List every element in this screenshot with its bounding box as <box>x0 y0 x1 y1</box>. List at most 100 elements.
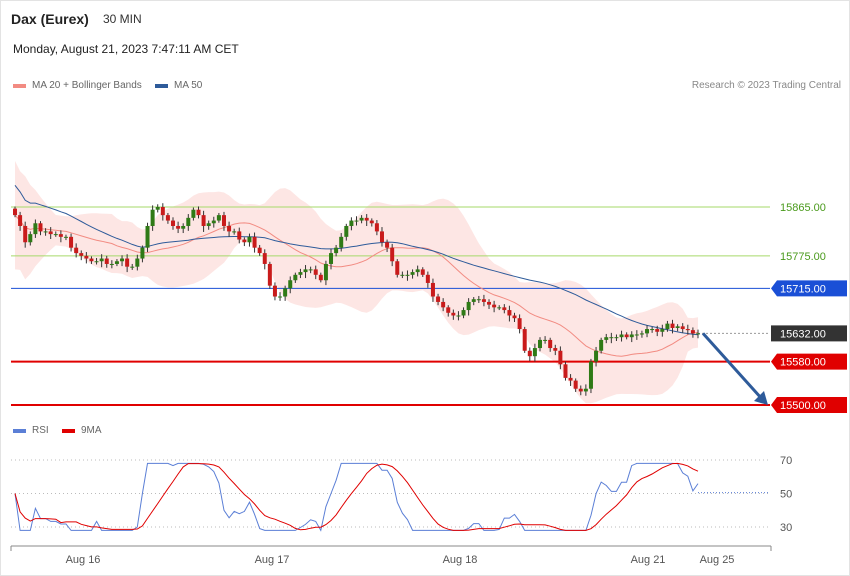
ma9-swatch <box>62 428 75 433</box>
candle-body <box>497 307 502 309</box>
candle-body <box>665 323 670 330</box>
candle-body <box>252 236 257 248</box>
candle-body <box>349 220 354 226</box>
current-price-label: 15632.00 <box>780 328 826 340</box>
candle-body <box>390 247 395 262</box>
candle-body <box>114 261 119 264</box>
moving-averages-layer <box>14 184 699 357</box>
candle-body <box>395 261 400 275</box>
candle-body <box>527 350 532 357</box>
candle-body <box>329 253 334 264</box>
candle-body <box>655 329 660 332</box>
candle-body <box>176 225 181 229</box>
candle-body <box>267 263 272 286</box>
candle-body <box>94 261 99 263</box>
rsi-swatch <box>13 428 26 433</box>
candles-layer <box>13 203 700 396</box>
candle-body <box>634 334 639 336</box>
candle-body <box>334 247 339 254</box>
x-tick-aug-18: Aug 18 <box>443 554 478 566</box>
candle-body <box>583 388 588 392</box>
candle-body <box>58 234 63 237</box>
candle-body <box>456 315 461 317</box>
forecast-arrow-head <box>754 391 768 405</box>
candle-body <box>13 208 17 216</box>
candle-body <box>303 269 308 273</box>
candle-body <box>385 242 390 248</box>
candle-body <box>221 215 226 226</box>
candle-body <box>257 247 262 254</box>
candle-body <box>262 253 267 264</box>
level-label-15500: 15500.00 <box>780 400 826 412</box>
legend-rsi: RSI <box>13 425 49 436</box>
forecast-arrow-shaft <box>701 332 764 401</box>
candle-body <box>374 223 379 232</box>
candle-body <box>451 312 456 316</box>
instrument-title: Dax (Eurex) <box>11 11 89 27</box>
candle-body <box>160 207 165 216</box>
candle-body <box>425 274 430 283</box>
candle-body <box>354 220 359 222</box>
candle-body <box>171 220 176 226</box>
candle-body <box>446 307 451 313</box>
level-tags-layer: 15865.00 15775.00 15715.00 15632.00 15580.00… <box>771 202 847 413</box>
timeframe-label[interactable]: 30 MIN <box>103 12 142 26</box>
candle-body <box>201 215 206 226</box>
candle-body <box>216 215 221 221</box>
candle-body <box>415 269 420 273</box>
candle-body <box>420 269 425 275</box>
candle-body <box>18 215 23 226</box>
candle-body <box>283 288 288 297</box>
level-tag-15500 <box>771 397 847 413</box>
candle-body <box>369 220 374 224</box>
candle-body <box>63 236 68 238</box>
candle-body <box>278 296 283 298</box>
candle-body <box>568 377 573 381</box>
candle-body <box>599 339 604 351</box>
candle-body <box>38 223 43 232</box>
candle-body <box>298 272 303 275</box>
level-label-15715: 15715.00 <box>780 283 826 295</box>
ma50-swatch <box>155 83 168 88</box>
candle-body <box>573 380 578 389</box>
candle-body <box>578 388 583 392</box>
candle-body <box>466 301 471 311</box>
candle-body <box>400 274 405 276</box>
candle-body <box>696 333 700 335</box>
research-credit: Research © 2023 Trading Central <box>691 80 841 91</box>
candle-body <box>492 304 497 308</box>
candle-body <box>558 350 563 365</box>
candle-body <box>196 209 201 216</box>
candle-body <box>125 258 130 267</box>
candle-body <box>675 326 680 328</box>
candle-body <box>614 337 619 339</box>
candle-body <box>242 239 247 243</box>
candle-body <box>364 217 369 221</box>
candle-body <box>120 258 125 262</box>
candle-body <box>344 225 349 237</box>
candle-body <box>130 266 135 268</box>
candle-body <box>517 318 522 330</box>
candle-body <box>548 339 553 349</box>
candle-body <box>476 299 481 301</box>
candle-body <box>206 223 211 226</box>
level-label-15580: 15580.00 <box>780 357 826 369</box>
candle-body <box>247 236 252 243</box>
candle-body <box>461 310 466 316</box>
candle-body <box>619 334 624 338</box>
current-price-tag <box>771 325 847 342</box>
candle-body <box>165 215 170 221</box>
candle-body <box>237 231 242 240</box>
candle-body <box>145 225 150 248</box>
candle-body <box>512 315 517 319</box>
candle-body <box>308 269 313 271</box>
candle-body <box>28 234 33 243</box>
candle-body <box>563 364 568 378</box>
candle-body <box>522 329 527 351</box>
candle-body <box>604 337 609 340</box>
candle-body <box>84 255 89 259</box>
legend-ma20: MA 20 + Bollinger Bands <box>13 80 142 91</box>
candle-body <box>359 217 364 221</box>
candle-body <box>313 269 318 275</box>
rsi-panel: 70 50 30 <box>11 455 792 534</box>
